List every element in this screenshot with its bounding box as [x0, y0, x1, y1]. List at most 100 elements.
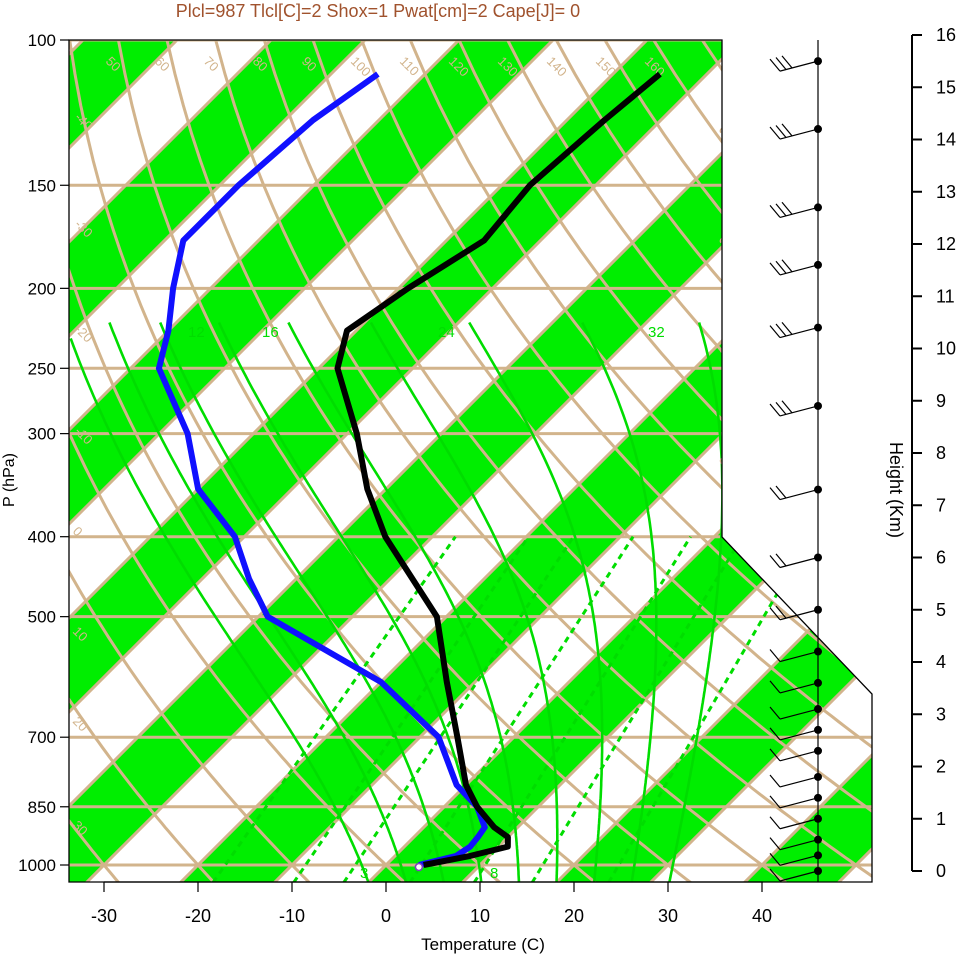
- x-axis: -30 -20 -10 0 10 20 30 40: [91, 881, 772, 926]
- dry-adiabat: [116, 40, 692, 882]
- wind-barb-flag: [769, 607, 781, 621]
- wind-barb-shaft: [779, 682, 819, 694]
- isotherm-band: [69, 40, 384, 882]
- wind-barb-flag: [769, 706, 781, 720]
- wind-barb-shaft: [779, 488, 819, 501]
- wind-barb-shaft: [779, 776, 819, 788]
- wind-barb-flag: [775, 605, 787, 619]
- dry-adiabat: [749, 40, 872, 882]
- mixing-ratio-line: [292, 535, 530, 882]
- wind-barb-flag: [769, 748, 781, 762]
- wind-barb-shaft: [779, 60, 819, 72]
- p-tick-label: 1000: [18, 856, 56, 875]
- wind-barb-shaft: [779, 327, 819, 339]
- dry-adiabat: [457, 40, 872, 882]
- wind-barb-flag: [781, 201, 793, 215]
- isotherm-line: [179, 40, 872, 882]
- x-tick-label: 40: [752, 906, 772, 926]
- mixing-ratio-label: 12: [188, 324, 205, 341]
- wind-barb-flag: [769, 126, 781, 140]
- wind-barb-flag: [775, 260, 787, 274]
- p-tick-label: 200: [28, 279, 56, 298]
- moist-adiabat: [108, 322, 408, 882]
- dry-adiabat: [69, 40, 501, 882]
- wind-barb-shaft: [779, 854, 819, 866]
- wind-barb-flag: [769, 795, 781, 809]
- isotherm-line: [273, 40, 872, 882]
- height-tick-label: 7: [936, 495, 946, 515]
- height-tick-label: 5: [936, 600, 946, 620]
- mixing-ratio-line: [211, 535, 457, 882]
- isotherm-line: [649, 40, 872, 882]
- height-tick-label: 15: [936, 77, 956, 97]
- dry-adiabat: [165, 40, 787, 882]
- height-tick-label: 6: [936, 548, 946, 568]
- wind-barb-flag: [769, 680, 781, 694]
- wind-barb-flag: [769, 868, 781, 882]
- wind-barb-flag: [769, 58, 781, 72]
- wind-barb-flag: [781, 400, 793, 414]
- isotherm-line: [69, 40, 761, 882]
- wind-barb-flag: [769, 205, 781, 218]
- chart-title: Plcl=987 Tlcl[C]=2 Shox=1 Pwat[cm]=2 Cap…: [176, 1, 580, 21]
- pressure-axis: 100 150 200 250 300 400 500 700 850 1000: [18, 31, 69, 875]
- temperature-line: [334, 71, 662, 868]
- wind-barb-flag: [775, 57, 787, 70]
- mixing-ratio-lines: [211, 535, 812, 882]
- wind-barb-shaft: [779, 206, 819, 219]
- isotherm-line: [69, 40, 479, 882]
- wind-barb-flag: [769, 403, 781, 417]
- wind-barb-flag: [775, 401, 787, 415]
- wind-barb-shaft: [779, 797, 819, 809]
- isotherm-line: [69, 40, 855, 882]
- wind-profile: [769, 40, 822, 882]
- height-tick-label: 4: [936, 652, 946, 672]
- isotherm-edge-label: 10: [741, 532, 769, 560]
- height-tick-label: 2: [936, 757, 946, 777]
- dewpoint-line: [155, 71, 488, 868]
- isotherm-band: [556, 40, 872, 882]
- surface-marker: [414, 862, 424, 872]
- x-tick-label: 10: [470, 906, 490, 926]
- mixing-ratio-line: [472, 535, 692, 882]
- wind-barb-flag: [769, 774, 781, 788]
- isotherm-band: [69, 40, 572, 882]
- y-axis-label: P (hPa): [1, 453, 18, 507]
- dry-adiabat: [311, 40, 872, 882]
- height-tick-label: 0: [936, 861, 946, 881]
- isotherm-band: [69, 40, 872, 882]
- x-tick-label: 20: [564, 906, 584, 926]
- wind-barb-flag: [769, 816, 781, 830]
- wind-barb-shaft: [779, 708, 819, 720]
- moist-adiabat: [217, 321, 483, 882]
- dry-adiabat: [408, 40, 872, 882]
- wind-barb-shaft: [779, 750, 819, 762]
- wind-barb-flag: [775, 553, 787, 567]
- height-tick-label: 3: [936, 704, 946, 724]
- height-tick-label: 14: [936, 130, 956, 150]
- height-axis-label: Height (Km): [886, 442, 906, 538]
- height-tick-label: 11: [936, 286, 955, 306]
- height-tick-label: 8: [936, 443, 946, 463]
- moist-adiabat: [581, 321, 658, 882]
- isotherm-edge-label: 0: [715, 453, 735, 473]
- x-tick-label: 30: [658, 906, 678, 926]
- x-tick-label: -30: [91, 906, 117, 926]
- wind-barb-shaft: [779, 405, 819, 417]
- wind-barb-flag: [769, 325, 781, 338]
- p-tick-label: 400: [28, 528, 56, 547]
- height-tick-label: 1: [936, 809, 946, 829]
- wind-barb-flag: [769, 262, 781, 276]
- wind-barb-shaft: [779, 556, 819, 569]
- x-tick-label: -20: [185, 906, 211, 926]
- dry-adiabat: [262, 40, 872, 882]
- isotherm-label: 20: [70, 714, 91, 735]
- wind-barb-flag: [769, 487, 781, 500]
- sounding-profiles: [155, 71, 662, 872]
- moist-adiabat: [69, 337, 370, 882]
- p-tick-label: 300: [28, 425, 56, 444]
- wind-barb-flag: [775, 485, 787, 499]
- wind-barb-flag: [775, 125, 787, 138]
- wind-barb-flag: [769, 837, 781, 851]
